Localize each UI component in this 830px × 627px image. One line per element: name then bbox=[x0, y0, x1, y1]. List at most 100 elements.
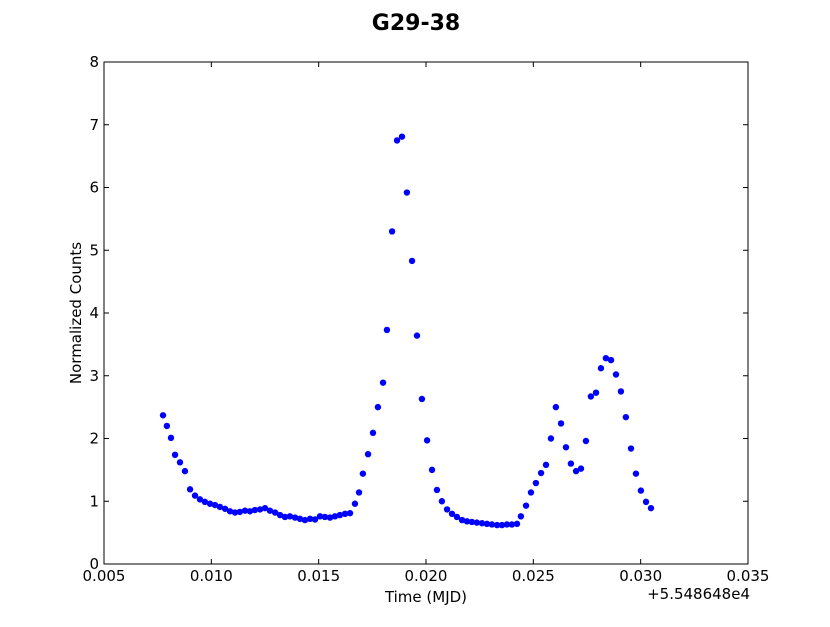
scatter-point bbox=[316, 513, 324, 520]
scatter-point bbox=[642, 498, 650, 506]
scatter-point bbox=[423, 437, 431, 444]
scatter-point bbox=[196, 496, 204, 503]
scatter-point bbox=[443, 506, 451, 513]
scatter-point bbox=[498, 521, 506, 529]
scatter-point bbox=[458, 516, 466, 524]
scatter-point bbox=[159, 412, 167, 419]
plot-frame bbox=[103, 61, 749, 565]
scatter-point bbox=[607, 356, 615, 364]
scatter-point bbox=[602, 354, 610, 362]
scatter-point bbox=[236, 508, 244, 516]
y-tick-label: 2 bbox=[89, 430, 99, 448]
x-offset-text: +5.548648e4 bbox=[647, 585, 750, 603]
scatter-point bbox=[191, 492, 199, 499]
scatter-point bbox=[453, 513, 461, 521]
scatter-point bbox=[388, 228, 396, 235]
scatter-point bbox=[276, 511, 284, 519]
scatter-point bbox=[306, 515, 314, 523]
scatter-point bbox=[587, 393, 595, 400]
scatter-point bbox=[211, 501, 219, 509]
scatter-point bbox=[206, 500, 214, 507]
y-tick-label: 5 bbox=[89, 241, 99, 259]
scatter-point bbox=[301, 516, 309, 524]
scatter-point bbox=[311, 516, 319, 523]
scatter-point bbox=[622, 413, 630, 421]
x-tick-label: 0.020 bbox=[405, 567, 448, 585]
scatter-point bbox=[557, 420, 565, 427]
x-tick-label: 0.030 bbox=[619, 567, 662, 585]
scatter-point bbox=[351, 500, 359, 507]
y-tick-label: 8 bbox=[89, 53, 99, 71]
scatter-point bbox=[448, 510, 456, 517]
scatter-point bbox=[393, 137, 401, 144]
scatter-point bbox=[567, 460, 575, 467]
scatter-point bbox=[478, 520, 486, 527]
scatter-point bbox=[413, 332, 421, 339]
scatter-point bbox=[241, 507, 249, 514]
scatter-point bbox=[336, 511, 344, 519]
scatter-point bbox=[326, 514, 334, 521]
scatter-point bbox=[364, 450, 372, 458]
scatter-point bbox=[572, 467, 580, 475]
scatter-point bbox=[488, 521, 496, 528]
scatter-point bbox=[398, 133, 406, 140]
scatter-point bbox=[552, 403, 560, 411]
scatter-point bbox=[261, 504, 269, 512]
scatter-point bbox=[355, 489, 363, 496]
y-tick-label: 1 bbox=[89, 492, 99, 510]
scatter-point bbox=[346, 509, 354, 517]
scatter-point bbox=[612, 371, 620, 378]
scatter-point bbox=[383, 326, 391, 334]
scatter-point bbox=[527, 489, 535, 496]
y-tick-label: 3 bbox=[89, 367, 99, 385]
scatter-point bbox=[522, 502, 530, 509]
x-tick-label: 0.010 bbox=[190, 567, 233, 585]
scatter-point bbox=[359, 470, 367, 477]
scatter-point bbox=[637, 487, 645, 494]
scatter-point bbox=[171, 451, 179, 459]
scatter-point bbox=[468, 518, 476, 526]
scatter-point bbox=[176, 459, 184, 466]
y-tick-label: 4 bbox=[89, 304, 99, 322]
scatter-point bbox=[438, 498, 446, 505]
scatter-point bbox=[201, 498, 209, 506]
chart-title: G29-38 bbox=[372, 11, 460, 36]
scatter-point bbox=[281, 513, 289, 521]
scatter-point bbox=[271, 509, 279, 516]
scatter-point bbox=[226, 508, 234, 515]
scatter-point bbox=[483, 520, 491, 528]
scatter-point bbox=[341, 510, 349, 517]
scatter-point bbox=[286, 513, 294, 520]
x-axis-label: Time (MJD) bbox=[384, 588, 467, 606]
scatter-point bbox=[296, 515, 304, 523]
y-tick-label: 0 bbox=[89, 555, 99, 573]
scatter-point bbox=[181, 467, 189, 475]
scatter-point bbox=[374, 403, 382, 411]
scatter-point bbox=[186, 486, 194, 493]
scatter-point bbox=[428, 466, 436, 474]
scatter-point bbox=[562, 444, 570, 451]
y-axis-label: Normalized Counts bbox=[67, 242, 85, 384]
scatter-point bbox=[517, 513, 525, 520]
scatter-point bbox=[321, 513, 329, 521]
scatter-point bbox=[163, 422, 171, 430]
y-tick-label: 6 bbox=[89, 179, 99, 197]
scatter-point bbox=[221, 505, 229, 512]
scatter-point bbox=[577, 465, 585, 472]
scatter-point bbox=[508, 521, 516, 528]
scatter-point bbox=[547, 435, 555, 442]
scatter-point bbox=[231, 509, 239, 516]
scatter-point bbox=[256, 506, 264, 513]
scatter-point bbox=[647, 504, 655, 512]
scatter-point bbox=[408, 257, 416, 265]
scatter-point bbox=[246, 508, 254, 515]
scatter-point bbox=[331, 513, 339, 520]
scatter-point bbox=[473, 519, 481, 526]
scatter-point bbox=[266, 507, 274, 514]
scatter-point bbox=[537, 469, 545, 477]
scatter-point bbox=[167, 434, 175, 442]
scatter-point bbox=[418, 395, 426, 403]
scatter-point bbox=[532, 479, 540, 487]
scatter-point bbox=[369, 429, 377, 437]
